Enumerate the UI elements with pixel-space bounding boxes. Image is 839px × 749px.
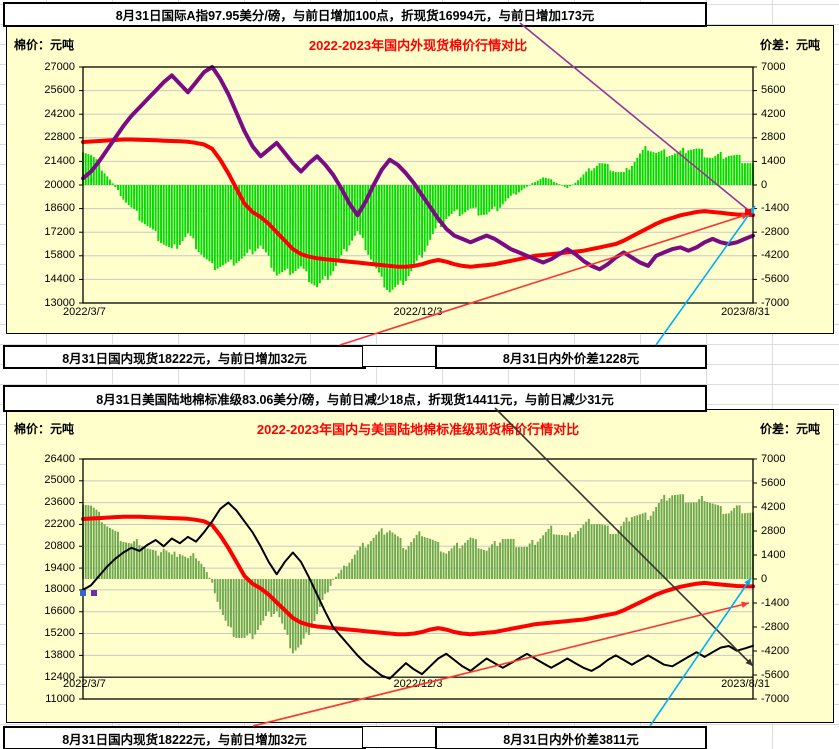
- chart1-left-tick: 20000: [44, 178, 75, 191]
- chart1-right-tick: -2800: [761, 225, 790, 238]
- chart2-right-tick: -2800: [761, 620, 790, 633]
- chart2-left-tick: 23600: [44, 496, 75, 509]
- chart2-left-axis-unit: 棉价：元吨: [14, 422, 75, 436]
- chart1-left-tick: 25600: [44, 84, 75, 97]
- chart2-right-tick: 7000: [761, 452, 786, 465]
- chart1-right-tick: -4200: [761, 249, 790, 262]
- chart1-left-tick: 13000: [44, 296, 75, 309]
- chart1-right-tick: -5600: [761, 272, 790, 285]
- chart2-right-tick: 1400: [761, 548, 786, 561]
- chart1-title: 2022-2023年国内外现货棉价行情对比: [308, 38, 528, 53]
- chart1-left-tick: 21400: [44, 154, 75, 167]
- chart1-right-tick: 2800: [761, 131, 786, 144]
- chart2-right-tick: 2800: [761, 524, 786, 537]
- chart1-right-axis-unit: 价差：元吨: [759, 38, 820, 52]
- chart2-left-tick: 15200: [44, 627, 75, 640]
- chart1-right-tick: 7000: [761, 60, 786, 73]
- chart2-footer-spread-textbox[interactable]: 8月31日内外价差3811元: [435, 726, 707, 749]
- chart2-x-label-end: 2023/8/31: [721, 678, 770, 690]
- chart1-x-label-start: 2022/3/7: [63, 306, 106, 318]
- chart2-left-tick: 12400: [44, 670, 75, 683]
- chart1-right-tick: -1400: [761, 202, 790, 215]
- chart1-right-tick: 5600: [761, 84, 786, 97]
- chart2-header-textbox[interactable]: 8月31日美国陆地棉标准级83.06美分/磅，与前日减少18点，折现货14411…: [3, 385, 707, 412]
- chart1-x-label-end: 2023/8/31: [721, 306, 770, 318]
- chart1-right-tick: -7000: [761, 296, 790, 309]
- chart1-footer-domestic-textbox[interactable]: 8月31日国内现货18222元，与前日增加32元: [3, 345, 366, 369]
- chart1-left-tick: 22800: [44, 131, 75, 144]
- chart2-footer-domestic-textbox[interactable]: 8月31日国内现货18222元，与前日增加32元: [3, 726, 366, 749]
- chart1-left-tick: 24200: [44, 107, 75, 120]
- chart1-right-tick: 4200: [761, 107, 786, 120]
- chart1-left-tick: 27000: [44, 60, 75, 73]
- chart2-left-tick: 13800: [44, 648, 75, 661]
- chart2-left-tick: 20800: [44, 539, 75, 552]
- chart2-right-tick: 5600: [761, 476, 786, 489]
- chart2-x-label-start: 2022/3/7: [63, 678, 106, 690]
- chart1-footer-spread-textbox[interactable]: 8月31日内外价差1228元: [435, 345, 707, 369]
- chart2-right-tick: -1400: [761, 596, 790, 609]
- chart1-footer-empty-cell: [362, 345, 437, 367]
- chart2-left-tick: 19400: [44, 561, 75, 574]
- chart1-right-tick: 1400: [761, 154, 786, 167]
- chart2-title: 2022-2023年国内与美国陆地棉标准级现货棉价行情对比: [256, 422, 580, 437]
- chart2-left-tick: 16600: [44, 605, 75, 618]
- chart2-left-tick: 26400: [44, 452, 75, 465]
- chart2-left-tick: 11000: [45, 692, 75, 705]
- chart2-right-tick: 0: [761, 572, 768, 585]
- chart1-left-tick: 14400: [44, 272, 75, 285]
- chart2-right-tick: 4200: [761, 500, 786, 513]
- chart1-left-tick: 18600: [44, 202, 75, 215]
- chart2-footer-empty-cell: [362, 726, 437, 748]
- chart2-left-tick: 25000: [44, 474, 75, 487]
- chart2-right-tick: -4200: [761, 644, 790, 657]
- chart1-left-tick: 15800: [44, 249, 75, 262]
- chart1-right-tick: 0: [761, 178, 768, 191]
- chart1-left-tick: 17200: [44, 225, 75, 238]
- chart2-right-tick: -5600: [761, 668, 790, 681]
- chart1-header-textbox[interactable]: 8月31日国际A指97.95美分/磅，与前日增加100点，折现货16994元，与…: [3, 2, 707, 27]
- chart1-left-axis-unit: 棉价：元吨: [14, 38, 75, 52]
- chart2-left-tick: 22200: [44, 517, 75, 530]
- chart2-right-tick: -7000: [761, 692, 790, 705]
- chart2-left-tick: 18000: [44, 583, 75, 596]
- chart2-right-axis-unit: 价差：元吨: [759, 422, 820, 436]
